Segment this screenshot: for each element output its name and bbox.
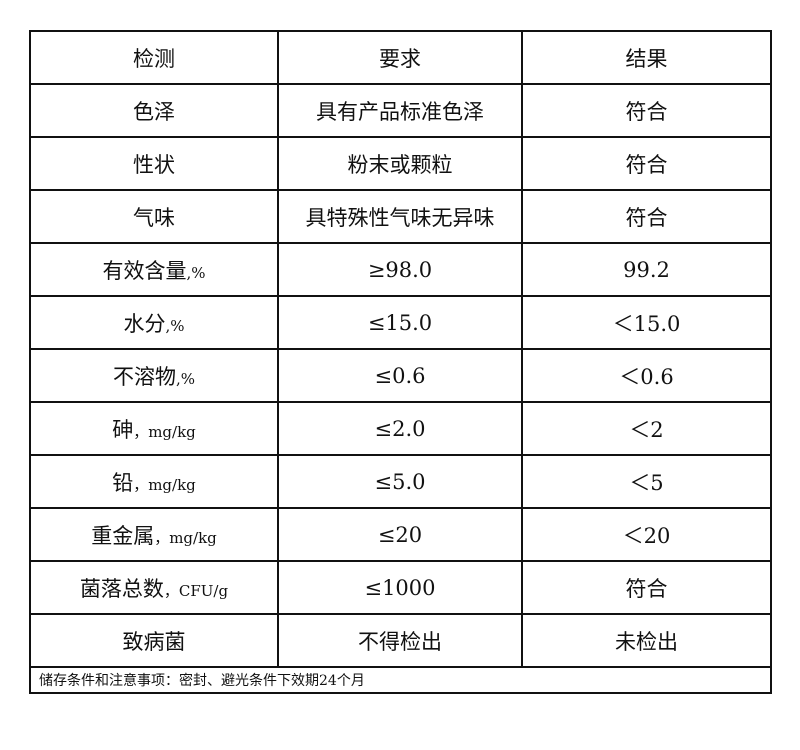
result-cell: ＜20 (521, 507, 772, 562)
item-name: 致病菌 (122, 629, 186, 654)
requirement-cell: 具有产品标准色泽 (277, 83, 523, 138)
item-cell: 不溶物,% (29, 348, 279, 403)
item-name: 有效含量 (102, 258, 187, 283)
item-name: 气味 (133, 205, 175, 230)
requirement-cell: 不得检出 (277, 613, 523, 668)
result-cell: 符合 (521, 560, 772, 615)
result-cell: 符合 (521, 189, 772, 244)
note-row: 储存条件和注意事项：密封、避光条件下效期24个月 (29, 666, 772, 694)
requirement-cell: ≤15.0 (277, 295, 523, 350)
result-cell: 未检出 (521, 613, 772, 668)
table-row: 水分,% ≤15.0 ＜15.0 (29, 295, 772, 350)
item-unit: ，mg/kg (133, 475, 196, 494)
header-cell: 结果 (521, 30, 772, 85)
table-row: 砷，mg/kg ≤2.0 ＜2 (29, 401, 772, 456)
result-cell: ＜2 (521, 401, 772, 456)
item-unit: ,% (175, 369, 196, 388)
header-cell: 检测 (29, 30, 279, 85)
item-cell: 水分,% (29, 295, 279, 350)
table-row: 有效含量,% ≥98.0 99.2 (29, 242, 772, 297)
requirement-cell: ≤20 (277, 507, 523, 562)
item-name: 菌落总数 (79, 576, 164, 601)
table-row: 性状 粉末或颗粒 符合 (29, 136, 772, 191)
result-cell: 符合 (521, 83, 772, 138)
item-name: 重金属 (91, 523, 155, 548)
item-name: 性状 (133, 152, 175, 177)
item-cell: 性状 (29, 136, 279, 191)
table-row: 致病菌 不得检出 未检出 (29, 613, 772, 668)
item-name: 铅 (112, 470, 134, 495)
requirement-cell: 粉末或颗粒 (277, 136, 523, 191)
result-cell: 符合 (521, 136, 772, 191)
requirement-cell: ≤5.0 (277, 454, 523, 509)
requirement-cell: 具特殊性气味无异味 (277, 189, 523, 244)
header-cell: 要求 (277, 30, 523, 85)
requirement-cell: ≤2.0 (277, 401, 523, 456)
item-name: 砷 (112, 417, 134, 442)
table-row: 气味 具特殊性气味无异味 符合 (29, 189, 772, 244)
item-name: 不溶物 (112, 364, 176, 389)
requirement-cell: ≤1000 (277, 560, 523, 615)
item-cell: 有效含量,% (29, 242, 279, 297)
item-unit: ，mg/kg (133, 422, 196, 441)
result-cell: 99.2 (521, 242, 772, 297)
table-row: 色泽 具有产品标准色泽 符合 (29, 83, 772, 138)
item-name: 色泽 (133, 99, 175, 124)
result-cell: ＜0.6 (521, 348, 772, 403)
header-row: 检测 要求 结果 (29, 30, 772, 85)
requirement-cell: ≥98.0 (277, 242, 523, 297)
result-cell: ＜15.0 (521, 295, 772, 350)
table-row: 菌落总数，CFU/g ≤1000 符合 (29, 560, 772, 615)
storage-note: 储存条件和注意事项：密封、避光条件下效期24个月 (29, 666, 772, 694)
item-cell: 砷，mg/kg (29, 401, 279, 456)
item-cell: 重金属，mg/kg (29, 507, 279, 562)
item-unit: ，CFU/g (163, 581, 229, 600)
item-cell: 色泽 (29, 83, 279, 138)
item-cell: 致病菌 (29, 613, 279, 668)
item-cell: 气味 (29, 189, 279, 244)
item-cell: 铅，mg/kg (29, 454, 279, 509)
item-unit: ,% (165, 316, 185, 335)
table-row: 不溶物,% ≤0.6 ＜0.6 (29, 348, 772, 403)
item-unit: ,% (186, 263, 206, 282)
result-cell: ＜5 (521, 454, 772, 509)
item-cell: 菌落总数，CFU/g (29, 560, 279, 615)
item-unit: ，mg/kg (154, 528, 217, 547)
table-row: 铅，mg/kg ≤5.0 ＜5 (29, 454, 772, 509)
table-row: 重金属，mg/kg ≤20 ＜20 (29, 507, 772, 562)
item-name: 水分 (123, 311, 166, 336)
requirement-cell: ≤0.6 (277, 348, 523, 403)
spec-table: 检测 要求 结果 色泽 具有产品标准色泽 符合 性状 粉末或颗粒 符合 气味 具特殊性气味无异… (29, 30, 772, 694)
